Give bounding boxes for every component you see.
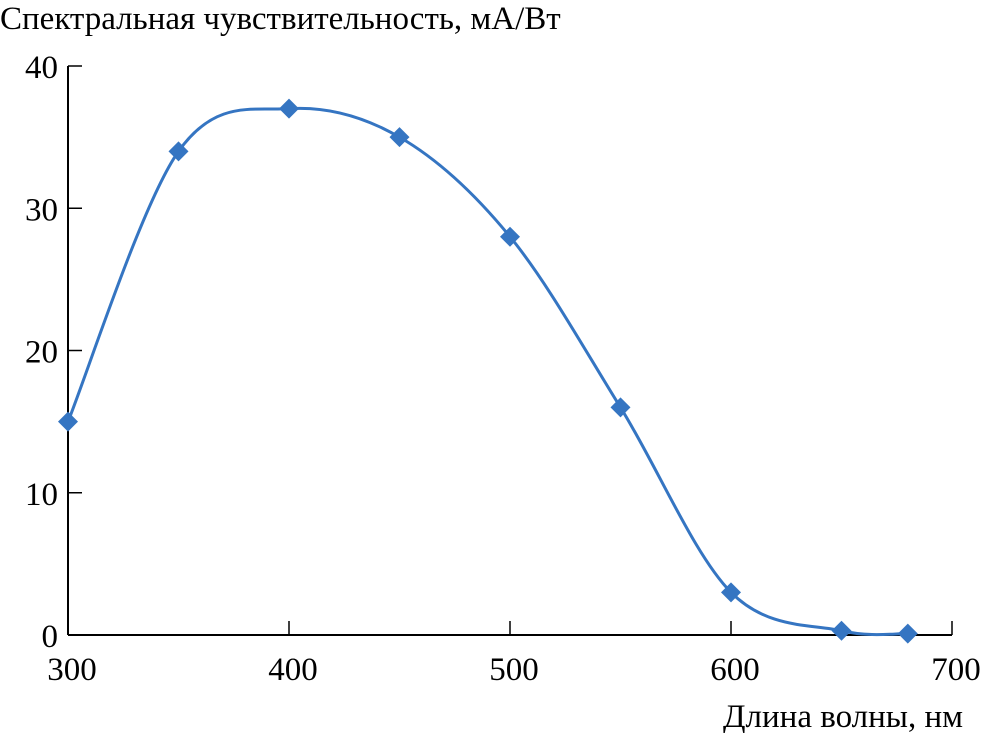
x-tick-label: 600 [710,652,760,688]
x-axis-label: Длина волны, нм [723,699,963,733]
y-tick-label: 30 [25,192,58,228]
x-tick-label: 500 [489,652,539,688]
y-tick-label: 10 [25,477,58,513]
ticks: 300 400 500 600 700 0 10 20 30 40 [25,50,981,688]
data-point [168,141,189,162]
x-tick-label: 700 [931,652,981,688]
data-point [610,397,631,418]
data-point [721,582,741,603]
data-point [389,127,410,148]
data-point [831,620,852,641]
data-point [58,411,78,432]
series-line [66,106,908,637]
y-tick-label: 20 [25,335,58,371]
x-tick-label: 300 [47,652,97,688]
x-tick-label: 400 [268,652,318,688]
y-axis-label: Спектральная чувствительность, мА/Вт [0,1,561,37]
data-point [279,98,299,119]
data-point [500,226,520,247]
y-tick-label: 0 [42,619,59,655]
axes [67,66,952,636]
y-tick-label: 40 [25,50,58,86]
series-markers [58,98,918,644]
data-point [897,623,918,644]
